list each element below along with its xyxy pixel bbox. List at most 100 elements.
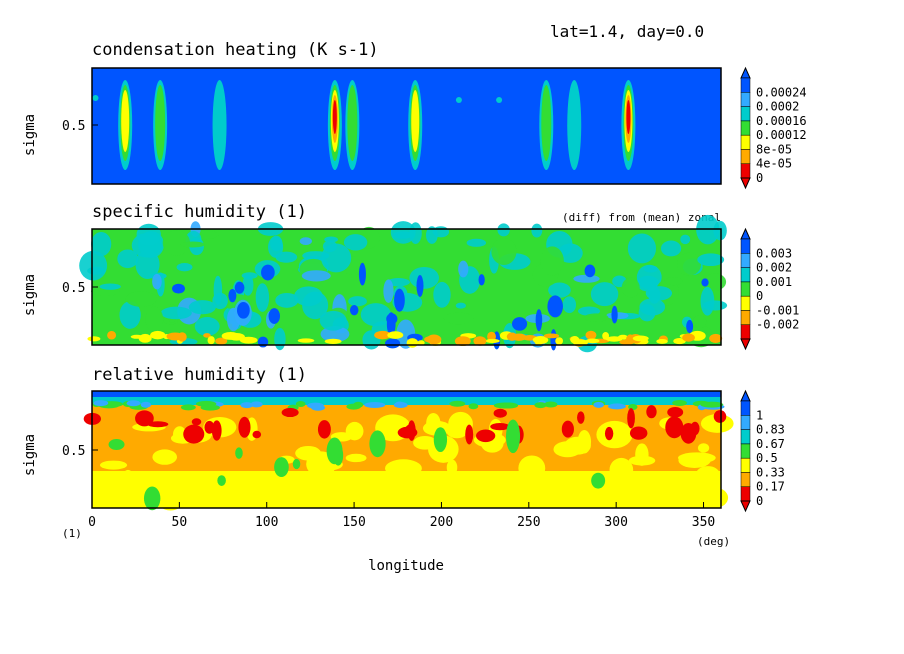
humidity-anomaly-blob [294, 286, 323, 307]
rh-blob [465, 424, 474, 445]
humidity-anomaly-blob [511, 333, 527, 341]
humidity-anomaly-blob [324, 338, 342, 344]
rh-blob [646, 405, 657, 419]
humidity-anomaly-blob [677, 252, 702, 276]
panel2-title: specific humidity (1) [92, 202, 307, 222]
humidity-anomaly-blob [212, 292, 228, 310]
rh-blob [553, 441, 582, 458]
rh-blob [292, 458, 301, 470]
panel1-background [92, 68, 721, 184]
rh-blob [646, 472, 679, 485]
humidity-anomaly-blob [91, 231, 112, 257]
x-unit-label: (deg) [697, 535, 730, 548]
heating-contour [626, 100, 631, 134]
colorbar-label: 0.003 [756, 246, 792, 260]
rh-blob [593, 401, 604, 408]
colorbar-swatch [740, 472, 751, 487]
rh-blob [191, 418, 202, 426]
rh-blob [468, 403, 479, 410]
humidity-anomaly-blob [239, 336, 258, 344]
colorbar-swatch [740, 281, 751, 297]
rh-blob [201, 476, 214, 495]
colorbar-label: 0.67 [756, 437, 785, 451]
humidity-anomaly-blob [416, 274, 424, 297]
colorbar-label: 0.00012 [756, 128, 807, 142]
colorbar-label: 0.001 [756, 275, 792, 289]
humidity-anomaly-blob [138, 231, 165, 258]
humidity-anomaly-blob [547, 295, 563, 318]
colorbar-label: 0.00016 [756, 114, 807, 128]
humidity-anomaly-blob [680, 234, 691, 245]
rh-blob [200, 404, 220, 411]
rh-blob [369, 430, 386, 458]
rh-blob [413, 473, 442, 493]
rh-blob [217, 475, 226, 487]
rh-blob [476, 429, 496, 443]
humidity-anomaly-blob [426, 334, 442, 345]
humidity-anomaly-blob [320, 326, 350, 343]
panel2-plot [79, 214, 728, 353]
humidity-anomaly-blob [543, 333, 560, 339]
rh-blob [665, 416, 684, 439]
humidity-anomaly-blob [535, 339, 543, 346]
panel2-annotation: (diff) from (mean) zonal [562, 211, 721, 224]
humidity-anomaly-blob [627, 233, 657, 264]
humidity-anomaly-blob [697, 253, 725, 267]
humidity-anomaly-blob [458, 260, 469, 278]
rh-blob [345, 453, 367, 463]
humidity-anomaly-blob [385, 338, 401, 349]
colorbar-label: -0.002 [756, 318, 799, 332]
humidity-anomaly-blob [417, 340, 425, 346]
humidity-anomaly-blob [119, 301, 141, 329]
rh-blob [577, 430, 592, 454]
colorbar-swatch [740, 106, 751, 122]
rh-blob [274, 457, 289, 478]
x-tick-label: 150 [342, 515, 365, 530]
colorbar-swatch [740, 310, 751, 325]
rh-blob [696, 466, 720, 482]
colorbar-swatch [740, 295, 751, 311]
humidity-anomaly-blob [194, 316, 220, 336]
colorbar-swatch [740, 253, 751, 268]
colorbar-swatch [740, 134, 751, 150]
humidity-anomaly-blob [207, 336, 215, 345]
rh-blob [155, 482, 186, 511]
humidity-anomaly-blob [578, 306, 601, 316]
panel3-title: relative humidity (1) [92, 365, 307, 385]
humidity-anomaly-blob [626, 334, 635, 345]
rh-blob [93, 400, 109, 407]
rh-blob [651, 483, 677, 502]
humidity-anomaly-blob [268, 236, 284, 258]
humidity-anomaly-blob [162, 230, 191, 256]
rh-blob [628, 455, 656, 466]
humidity-anomaly-blob [261, 264, 275, 281]
humidity-anomaly-blob [236, 301, 250, 319]
rh-blob [690, 421, 700, 436]
rh-blob [604, 426, 614, 441]
humidity-anomaly-blob [478, 274, 485, 286]
humidity-anomaly-blob [686, 319, 694, 334]
humidity-anomaly-blob [234, 281, 245, 294]
colorbar-label: 0.33 [756, 465, 785, 479]
rh-blob [281, 407, 299, 418]
humidity-anomaly-blob [150, 330, 166, 340]
humidity-anomaly-blob [358, 262, 366, 286]
colorbar-swatch [740, 120, 751, 136]
heating-contour [332, 100, 337, 134]
humidity-anomaly-blob [117, 249, 139, 269]
humidity-anomaly-blob [406, 338, 419, 348]
colorbar-swatch [740, 400, 751, 416]
humidity-anomaly-blob [511, 317, 528, 331]
colorbar-swatch [740, 457, 751, 473]
rh-blob [364, 401, 386, 408]
humidity-anomaly-blob [562, 296, 577, 314]
humidity-anomaly-blob [656, 338, 668, 344]
colorbar-arrow-top [740, 389, 751, 402]
heating-column [539, 80, 554, 170]
humidity-anomaly-blob [590, 282, 619, 307]
colorbar-label: 0 [756, 289, 763, 303]
colorbar-arrow-bottom [740, 500, 751, 513]
rh-blob [204, 420, 215, 434]
humidity-anomaly-blob [700, 286, 715, 316]
